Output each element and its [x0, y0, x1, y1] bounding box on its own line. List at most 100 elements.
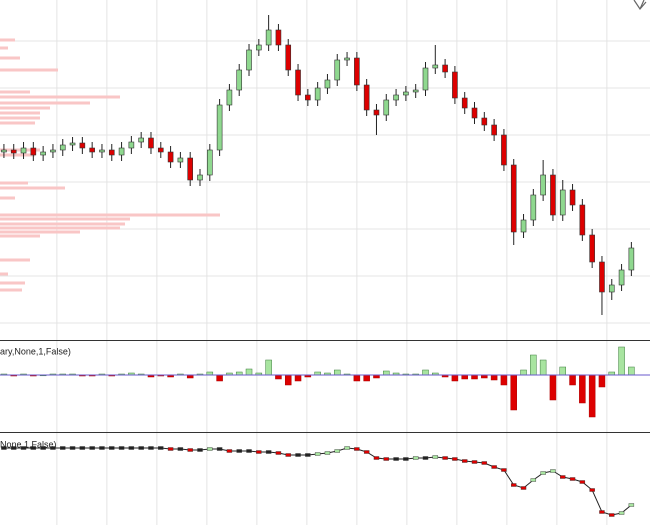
volume-profile-bar [0, 68, 58, 72]
candle-body [69, 142, 76, 146]
indicator-bar [216, 374, 223, 382]
candle-body [618, 269, 625, 286]
candle-body [461, 97, 468, 109]
mini-candle [275, 451, 282, 455]
candle-body [236, 69, 243, 91]
mini-candle [520, 486, 527, 490]
candle-body [344, 57, 350, 61]
indicator-bar [265, 359, 272, 376]
mini-candle [324, 451, 331, 455]
volume-profile-bar [0, 38, 15, 42]
candle-body [530, 194, 537, 221]
candle-body [373, 109, 380, 116]
mini-candle [560, 475, 566, 479]
indicator-bar [628, 366, 635, 376]
mini-candle [422, 456, 429, 460]
mini-candle [148, 446, 154, 450]
mini-candle [60, 446, 66, 450]
volume-profile-bar [0, 121, 35, 125]
mini-candle [20, 446, 27, 450]
candle-body [520, 219, 527, 233]
mini-candle [197, 448, 203, 452]
mini-candle [599, 510, 605, 514]
volume-profile-bar [0, 217, 130, 221]
candle-body [256, 44, 262, 51]
mini-candle [11, 446, 17, 450]
volume-profile-bar [0, 281, 25, 285]
candle-body [540, 174, 546, 196]
mini-candle [373, 456, 380, 460]
indicator-bar [588, 374, 596, 418]
volume-profile-bar [0, 181, 28, 185]
indicator-label: None,1,False) [0, 439, 57, 449]
indicator-bar [500, 374, 508, 386]
mini-candle [471, 460, 478, 464]
volume-profile-bar [0, 213, 220, 217]
mini-candle [89, 446, 95, 450]
mini-candle [618, 511, 625, 515]
candle-body [197, 174, 203, 181]
mini-candle [109, 446, 115, 450]
candle-body [305, 94, 311, 101]
indicator-bar [294, 374, 302, 382]
mini-candle [452, 457, 458, 461]
mini-candle [511, 483, 517, 487]
candle-body [226, 89, 233, 106]
indicator-bar [451, 374, 459, 382]
histogram-panel [0, 341, 650, 432]
indicator-bar [422, 369, 429, 376]
candle-body [10, 149, 17, 154]
volume-profile-bar [0, 106, 50, 110]
mini-candle [462, 459, 468, 463]
candle-body [138, 137, 144, 143]
candle-body [599, 261, 605, 293]
candle-body [354, 57, 360, 86]
candle-body [148, 137, 154, 149]
mini-candle [550, 469, 556, 473]
volume-profile-bar [0, 230, 80, 234]
candle-body [187, 157, 193, 181]
mini-candle [50, 446, 56, 450]
mini-candle [40, 446, 46, 450]
candle-body [569, 189, 576, 206]
indicator-bar [520, 369, 527, 376]
volume-profile-bar [0, 148, 40, 152]
indicator-bar [559, 366, 566, 376]
candle-body [157, 147, 164, 153]
candle-body [207, 149, 213, 176]
indicator-bar [275, 374, 282, 380]
mini-candle [403, 457, 409, 461]
volume-profile-bar [0, 101, 90, 105]
mini-candle [589, 488, 595, 492]
candle-body [412, 89, 419, 93]
indicator-bar [539, 359, 547, 376]
mini-candle [432, 455, 438, 459]
indicator-bar [461, 374, 468, 380]
volume-profile-bar [0, 56, 20, 60]
candle-body [422, 67, 429, 91]
mini-candle [530, 478, 537, 482]
candle-body [442, 64, 448, 73]
indicator-bar [549, 374, 557, 401]
indicator-bar [353, 374, 361, 382]
corner-icon[interactable] [633, 0, 647, 10]
indicator-bar [530, 354, 537, 376]
candle-body [265, 29, 272, 46]
candle-body [432, 64, 439, 69]
indicator-bar [363, 374, 370, 382]
mini-candle [246, 449, 252, 453]
candle-body [334, 59, 341, 81]
candle-body [20, 147, 27, 154]
candle-body [128, 141, 135, 149]
mini-candle [393, 457, 399, 461]
mini-candle [314, 452, 321, 456]
candle-body [50, 149, 56, 153]
mini-candle [363, 450, 370, 454]
candle-body [108, 149, 115, 156]
volume-profile-bar [0, 234, 40, 238]
mini-candle [265, 450, 272, 454]
indicator-bar [284, 374, 292, 386]
mini-candle [569, 477, 576, 481]
candle-body [314, 87, 321, 101]
